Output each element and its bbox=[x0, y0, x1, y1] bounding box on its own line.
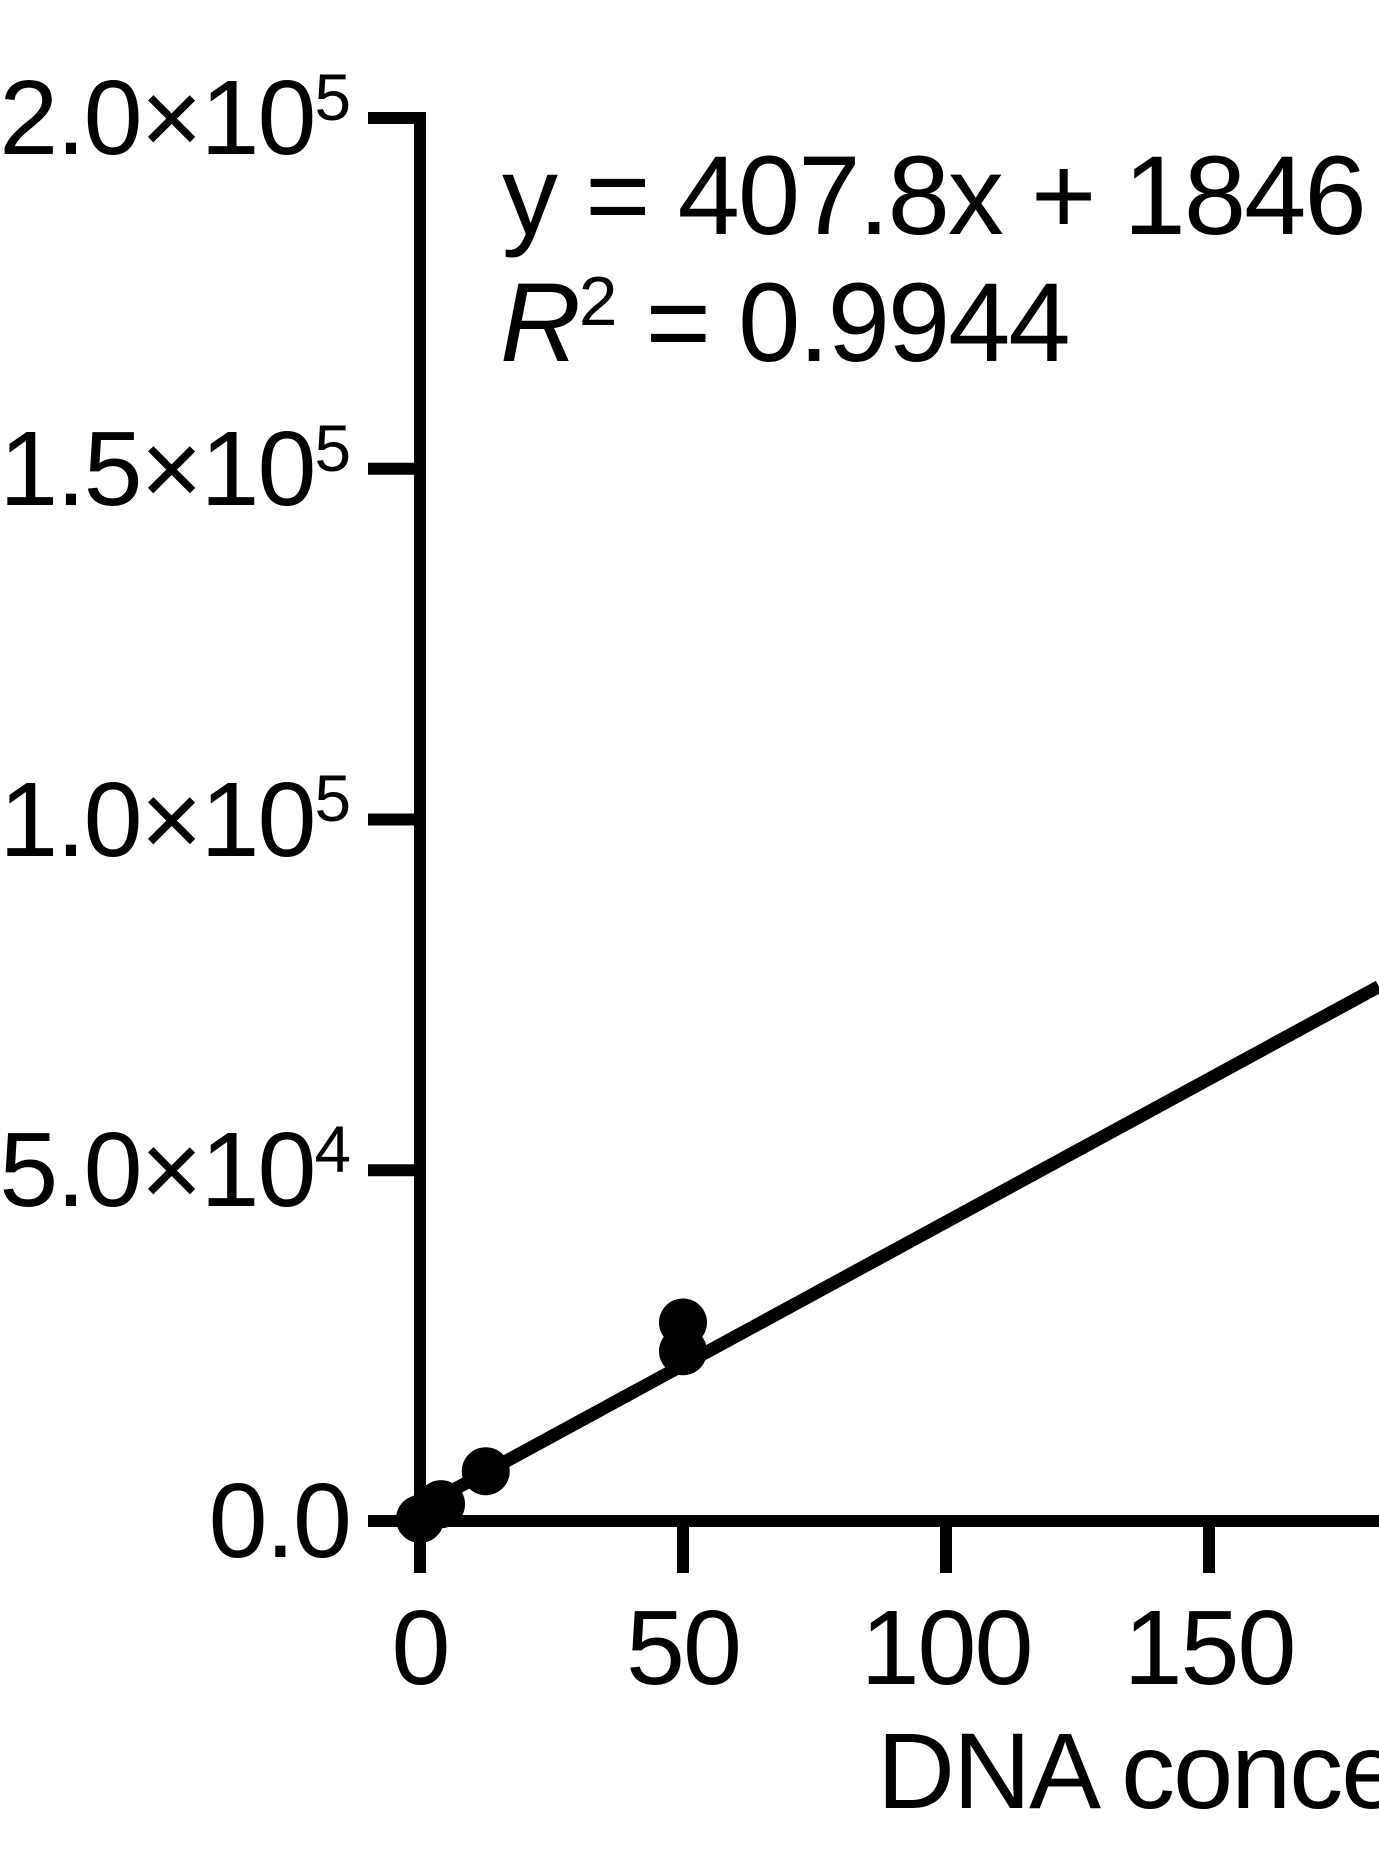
y-tick-label: 0.0 bbox=[208, 1462, 352, 1580]
y-tick-exponent: 5 bbox=[314, 60, 351, 134]
y-tick-label: 1.5×105 bbox=[0, 409, 351, 528]
y-axis-line bbox=[414, 112, 426, 1573]
fit-equation-string: y = 407.8x + 1846 bbox=[502, 133, 1367, 258]
fit-line-group bbox=[416, 980, 1379, 1514]
x-tick-label: 150 bbox=[1123, 1589, 1297, 1707]
x-axis-title: DNA conce bbox=[877, 1710, 1379, 1831]
data-point bbox=[417, 1480, 466, 1529]
fit-line bbox=[416, 980, 1379, 1514]
x-axis-line bbox=[414, 1515, 1379, 1527]
x-tick-label: 100 bbox=[860, 1589, 1034, 1707]
r-squared-value: = 0.9944 bbox=[616, 260, 1071, 385]
x-tick bbox=[1203, 1527, 1215, 1573]
fit-equation-text: y = 407.8x + 1846 bbox=[502, 121, 1367, 271]
r-squared-symbol: R bbox=[500, 260, 581, 385]
x-tick-label: 0 bbox=[391, 1589, 451, 1707]
y-tick bbox=[368, 112, 414, 124]
y-tick-exponent: 4 bbox=[314, 1113, 351, 1187]
x-tick-label: 50 bbox=[626, 1589, 742, 1707]
x-tick bbox=[940, 1527, 952, 1573]
y-tick bbox=[368, 813, 414, 826]
x-tick bbox=[677, 1527, 689, 1573]
data-point bbox=[659, 1298, 707, 1347]
y-tick bbox=[368, 462, 414, 475]
r-squared-exponent: 2 bbox=[578, 261, 618, 340]
data-points-group bbox=[396, 1298, 707, 1543]
y-tick-exponent: 5 bbox=[314, 762, 351, 836]
r-squared-text: R2 = 0.9944 bbox=[500, 248, 1071, 412]
y-tick bbox=[368, 1164, 414, 1177]
y-tick-label: 2.0×105 bbox=[0, 59, 351, 177]
y-tick-label: 5.0×104 bbox=[0, 1111, 351, 1230]
y-tick-label: 1.0×105 bbox=[0, 760, 351, 879]
y-tick-exponent: 5 bbox=[314, 411, 351, 485]
data-point bbox=[461, 1447, 510, 1496]
